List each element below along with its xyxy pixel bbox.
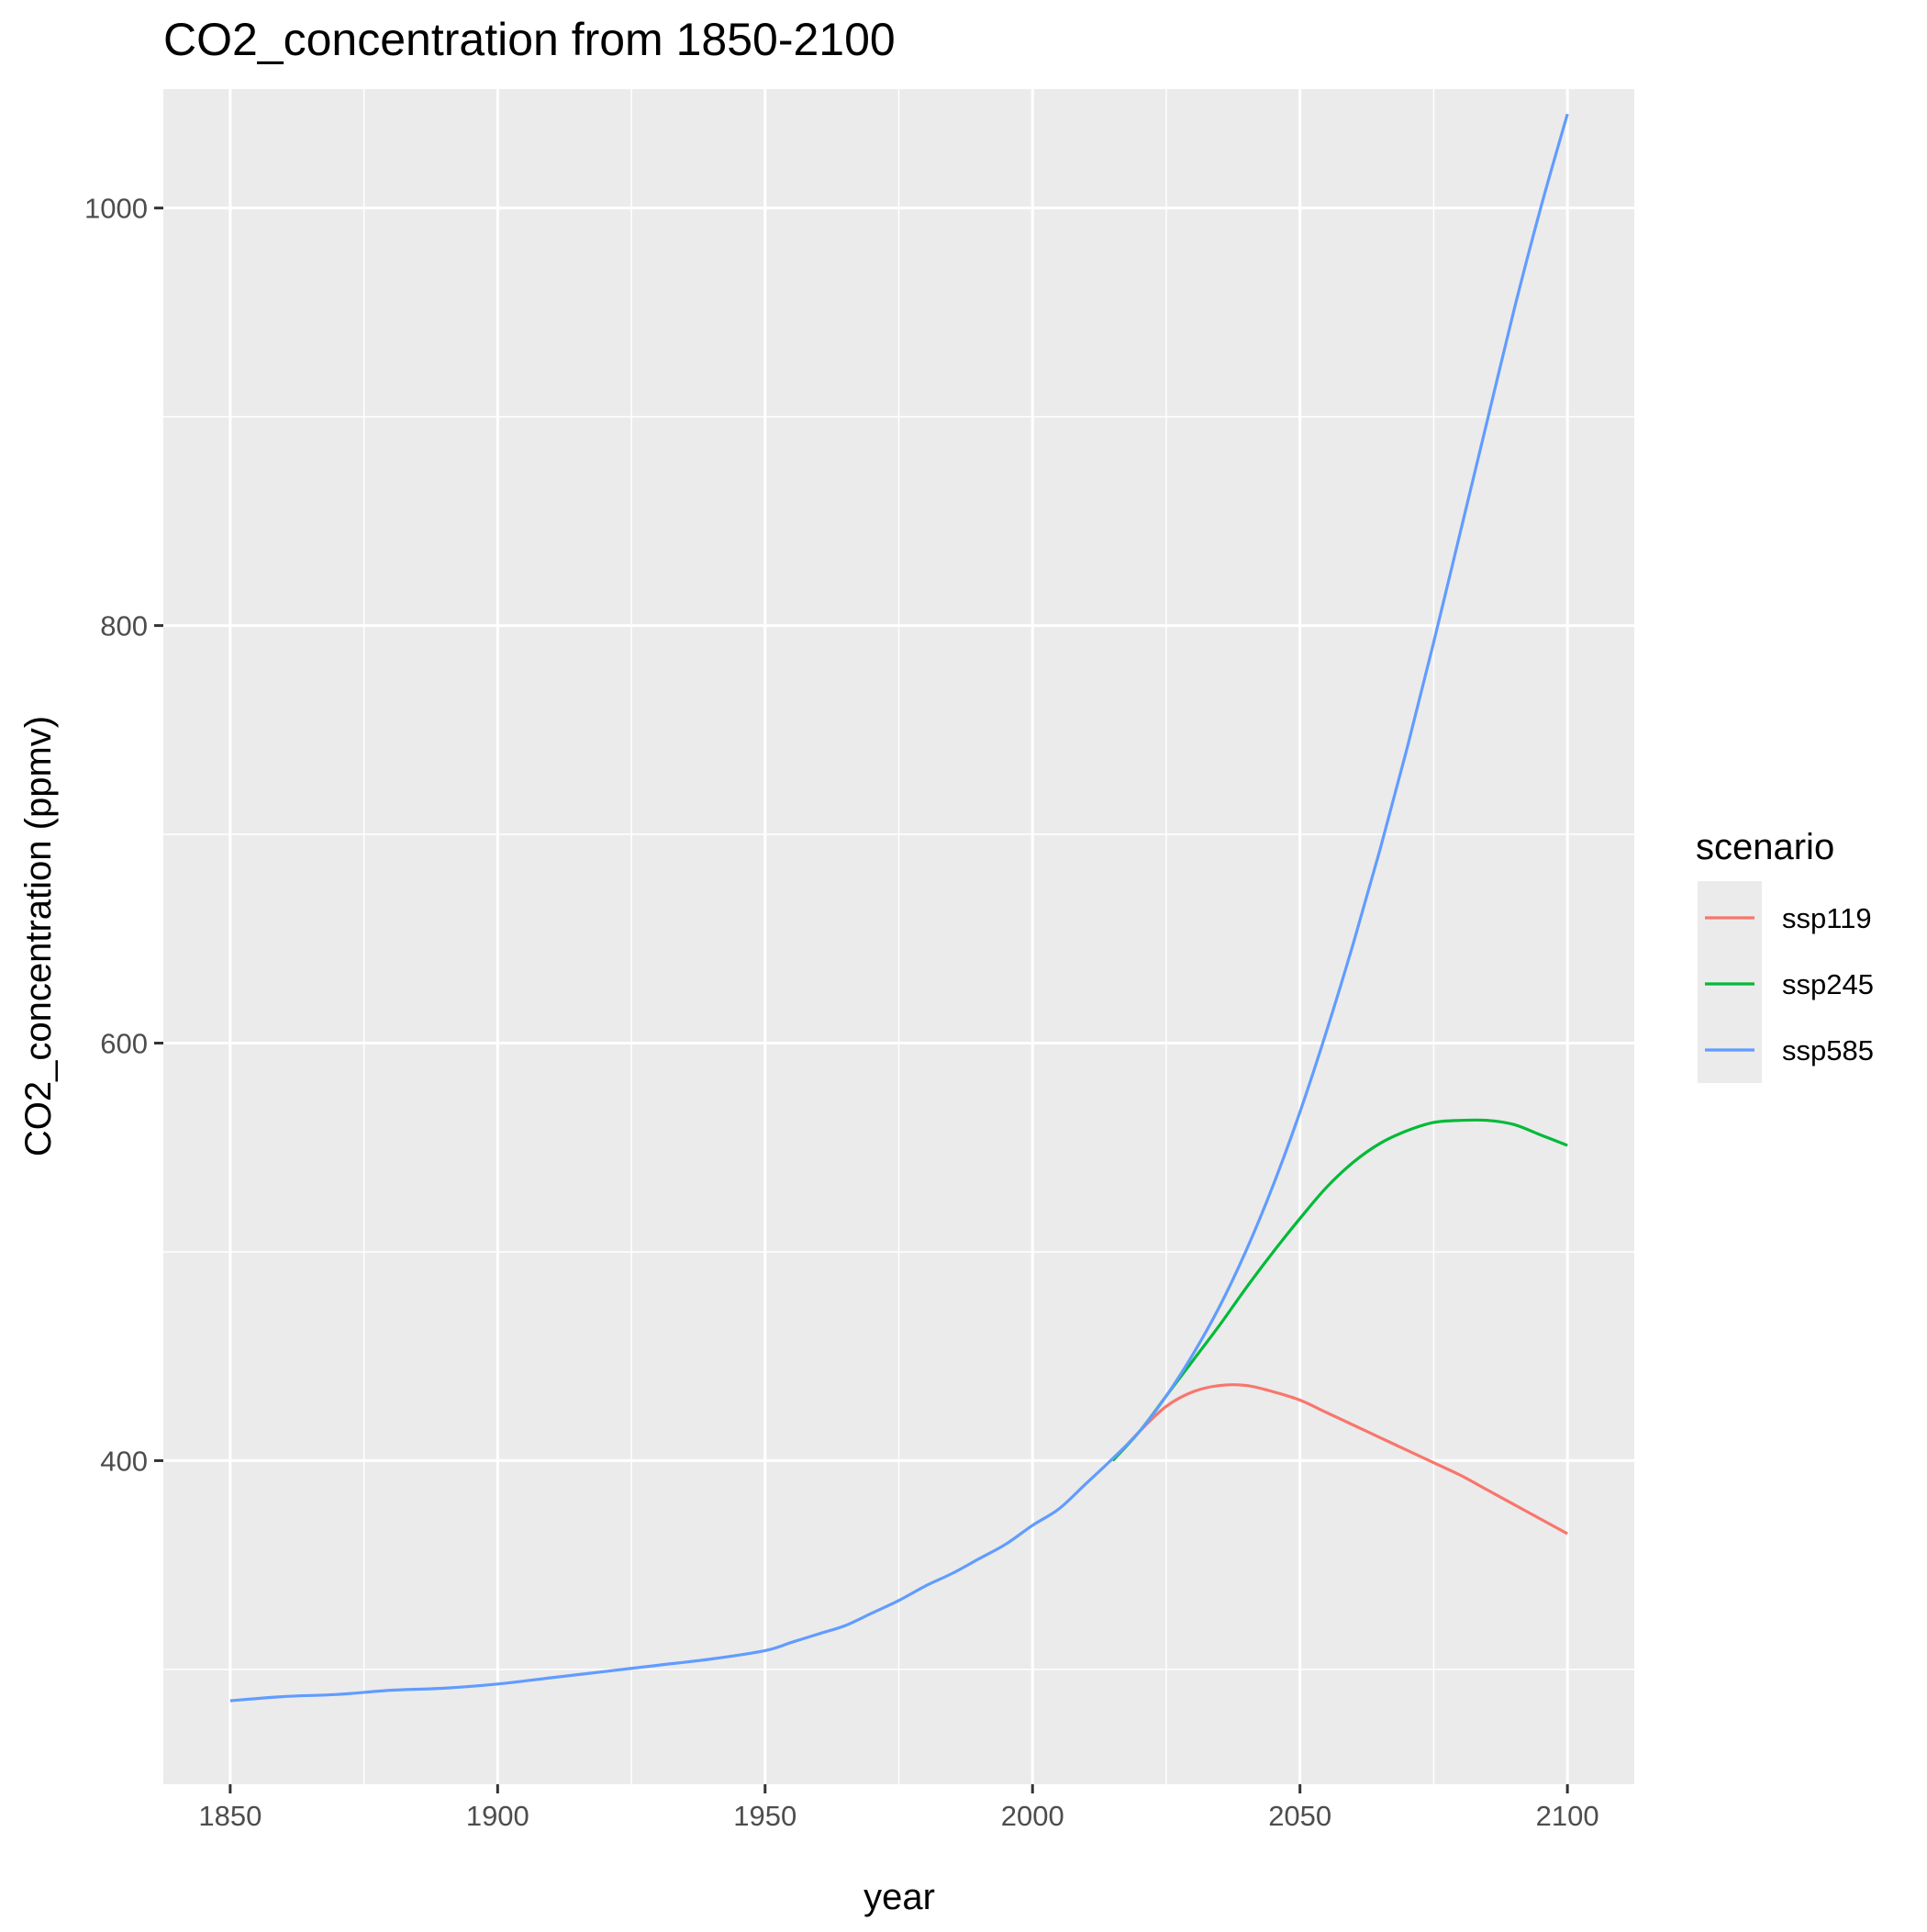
x-tick-label: 2050 [1268,1800,1331,1832]
legend-label-ssp245: ssp245 [1782,968,1874,1000]
y-axis-title: CO2_concentration (ppmv) [18,716,59,1156]
x-tick-label: 1900 [466,1800,529,1832]
y-tick-label: 800 [100,610,148,642]
y-tick-label: 1000 [84,193,148,225]
legend: scenario ssp119 ssp245 ssp585 [1696,827,1874,1083]
minor-gridlines [163,89,1634,1784]
legend-title: scenario [1696,827,1834,867]
major-gridlines [163,89,1634,1784]
chart-title: CO2_concentration from 1850-2100 [163,14,896,65]
x-tick-label: 2000 [1001,1800,1064,1832]
y-axis: 400 600 800 1000 [84,193,163,1477]
y-tick-label: 400 [100,1445,148,1477]
series-line-ssp119 [1111,1383,1568,1536]
series-line-ssp585 [229,113,1569,1703]
x-tick-label: 1950 [733,1800,796,1832]
x-axis-title: year [863,1877,935,1917]
series-line-ssp245 [1111,1118,1568,1462]
x-axis: 1850 1900 1950 2000 2050 2100 [198,1784,1599,1832]
legend-label-ssp119: ssp119 [1782,902,1872,934]
y-tick-label: 600 [100,1028,148,1060]
x-tick-label: 1850 [198,1800,262,1832]
x-tick-label: 2100 [1536,1800,1599,1832]
legend-key-background [1698,881,1762,1083]
series-layer [229,113,1569,1703]
legend-label-ssp585: ssp585 [1782,1034,1874,1067]
